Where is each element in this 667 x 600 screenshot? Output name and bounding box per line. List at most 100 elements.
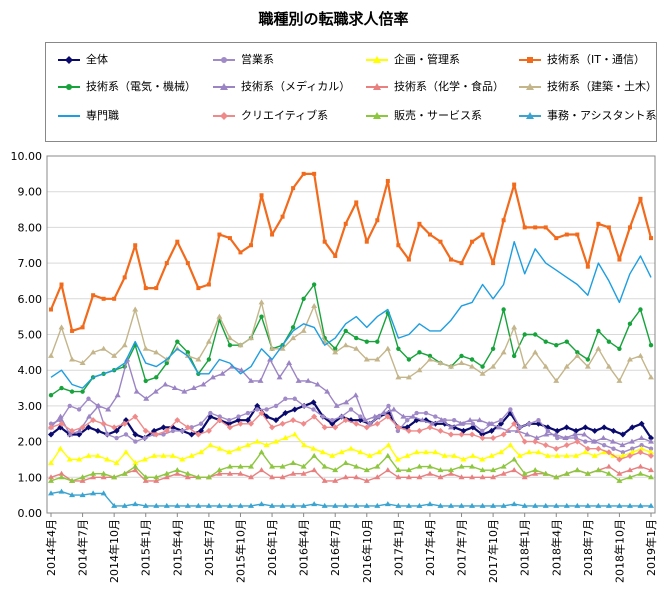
- data-point-6: [216, 470, 223, 476]
- data-point-9: [405, 427, 412, 434]
- data-point-11: [448, 502, 454, 508]
- data-point-1: [48, 421, 54, 426]
- data-point-6: [469, 474, 476, 480]
- x-tick-label: 2015年10月: [233, 519, 247, 583]
- data-point-7: [132, 306, 139, 312]
- data-point-11: [563, 502, 570, 508]
- data-point-3: [512, 182, 517, 187]
- data-point-11: [532, 502, 539, 508]
- data-point-10: [416, 463, 423, 469]
- data-point-10: [153, 474, 160, 480]
- data-point-11: [69, 492, 76, 498]
- data-point-5: [628, 438, 635, 444]
- data-point-9: [342, 417, 349, 424]
- data-point-11: [437, 502, 444, 508]
- data-point-3: [501, 218, 506, 223]
- data-point-2: [460, 456, 467, 462]
- data-point-2: [169, 452, 176, 458]
- data-point-1: [555, 435, 560, 441]
- data-point-6: [374, 474, 381, 480]
- data-point-10: [290, 460, 297, 466]
- data-point-10: [300, 463, 307, 469]
- data-point-4: [522, 332, 527, 337]
- data-point-9: [616, 456, 623, 463]
- data-point-2: [563, 452, 570, 458]
- data-point-2: [423, 449, 429, 455]
- data-point-9: [321, 424, 328, 431]
- data-point-1: [142, 435, 147, 441]
- data-point-3: [480, 232, 485, 237]
- data-point-0: [479, 431, 486, 438]
- data-point-3: [396, 243, 401, 248]
- data-point-3: [70, 328, 75, 333]
- data-point-2: [329, 452, 336, 458]
- data-point-5: [581, 431, 588, 437]
- data-point-2: [273, 438, 279, 444]
- data-point-2: [160, 452, 167, 458]
- y-tick-label: 4.00: [18, 364, 43, 377]
- data-point-2: [132, 460, 139, 466]
- data-point-0: [273, 417, 279, 424]
- data-point-10: [226, 463, 233, 469]
- data-point-2: [66, 456, 73, 462]
- data-point-1: [358, 414, 363, 419]
- data-point-9: [237, 420, 244, 427]
- data-point-2: [76, 456, 83, 462]
- legend-marker: [373, 56, 381, 63]
- data-point-1: [283, 396, 288, 401]
- data-point-2: [216, 445, 223, 451]
- data-point-3: [280, 214, 285, 219]
- data-point-0: [85, 424, 92, 431]
- data-point-0: [629, 424, 636, 431]
- data-point-6: [532, 470, 539, 476]
- data-point-9: [100, 420, 107, 427]
- data-point-9: [542, 442, 549, 449]
- data-point-11: [511, 501, 518, 507]
- data-point-10: [469, 463, 476, 469]
- data-point-11: [458, 502, 465, 508]
- data-point-9: [195, 431, 202, 438]
- data-point-6: [490, 474, 497, 480]
- data-point-2: [179, 456, 186, 462]
- data-point-0: [113, 427, 120, 434]
- data-point-2: [366, 452, 373, 458]
- data-point-4: [648, 343, 654, 348]
- data-point-7: [58, 324, 65, 330]
- data-point-11: [279, 502, 286, 508]
- data-point-11: [174, 502, 181, 508]
- data-point-3: [427, 232, 432, 237]
- data-point-7: [69, 356, 76, 362]
- data-point-5: [343, 399, 350, 405]
- data-point-6: [269, 474, 276, 480]
- data-point-9: [469, 431, 476, 438]
- data-point-10: [574, 467, 581, 473]
- data-point-3: [627, 225, 632, 230]
- data-point-6: [426, 470, 433, 476]
- data-point-2: [451, 452, 458, 458]
- data-point-11: [237, 502, 244, 508]
- data-point-7: [469, 363, 476, 369]
- data-point-11: [142, 502, 149, 508]
- data-point-9: [416, 427, 423, 434]
- data-point-7: [637, 352, 644, 358]
- data-point-7: [353, 345, 360, 351]
- data-point-1: [508, 407, 513, 412]
- data-point-1: [545, 428, 551, 434]
- x-tick-label: 2018年10月: [612, 519, 626, 583]
- legend-label: 技術系（建築・土木）: [547, 80, 657, 93]
- data-point-3: [406, 257, 411, 262]
- data-point-1: [76, 407, 82, 412]
- x-tick-label: 2018年7月: [581, 519, 595, 576]
- x-tick-label: 2015年4月: [170, 519, 184, 576]
- data-point-5: [152, 388, 159, 394]
- data-point-7: [616, 377, 623, 383]
- data-point-6: [353, 474, 360, 480]
- data-point-6: [248, 474, 254, 480]
- data-point-3: [554, 236, 559, 241]
- series-line-11: [50, 490, 651, 507]
- legend-marker: [373, 112, 381, 119]
- data-point-6: [363, 477, 370, 483]
- data-point-10: [532, 467, 539, 473]
- legend-marker: [220, 83, 228, 90]
- data-point-2: [385, 442, 392, 448]
